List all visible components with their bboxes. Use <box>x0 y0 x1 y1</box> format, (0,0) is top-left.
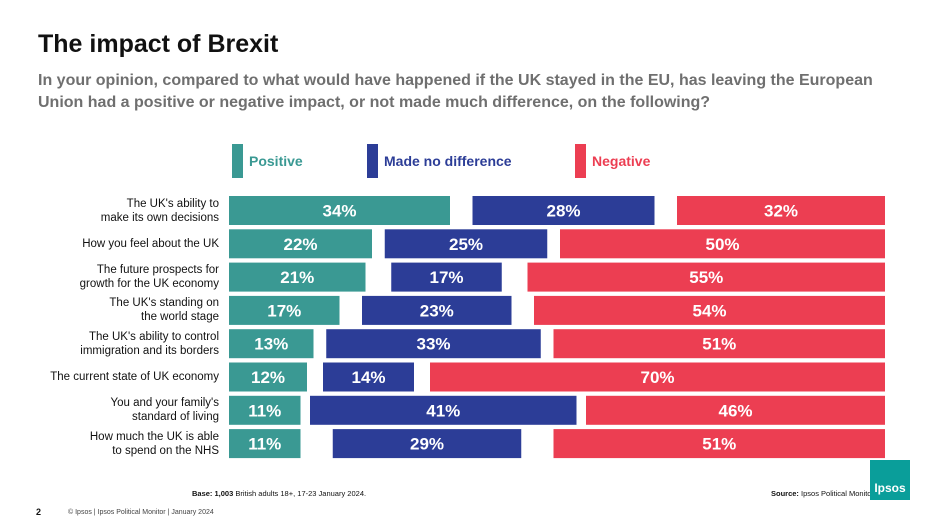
bar-positive <box>229 262 366 292</box>
data-label-no-difference: 41% <box>426 401 460 420</box>
bar-negative <box>430 362 885 392</box>
bar-positive <box>229 329 314 359</box>
bar-positive <box>229 429 301 459</box>
bar-negative <box>560 229 885 259</box>
bar-no-difference <box>472 196 655 225</box>
data-label-no-difference: 23% <box>420 301 454 320</box>
data-label-negative: 51% <box>702 435 736 454</box>
category-label: The UK's ability to make its own decisio… <box>100 197 219 224</box>
data-label-positive: 11% <box>248 435 281 454</box>
page-number: 2 <box>36 507 42 517</box>
copyright: © Ipsos | Ipsos Political Monitor | Janu… <box>68 509 214 516</box>
data-label-negative: 54% <box>692 301 726 320</box>
base-note-bold: Base: 1,003 <box>192 489 234 498</box>
bar-no-difference <box>362 295 512 325</box>
base-note-text: British adults 18+, 17-23 January 2024. <box>233 489 367 498</box>
data-label-no-difference: 14% <box>351 368 385 387</box>
bar-no-difference <box>391 262 502 292</box>
data-label-negative: 32% <box>764 202 798 221</box>
source-note-text: Ipsos Political Monitor <box>798 489 874 498</box>
data-label-negative: 50% <box>705 235 739 254</box>
bar-negative <box>553 329 885 359</box>
data-label-positive: 22% <box>283 235 317 254</box>
bar-positive <box>229 295 340 325</box>
source-note: Source: Ipsos Political Monitor <box>771 489 874 498</box>
question-subtitle: In your opinion, compared to what would … <box>38 72 873 111</box>
bar-negative <box>527 262 885 292</box>
category-label: The UK's standing on the world stage <box>109 297 219 324</box>
data-label-positive: 34% <box>322 202 356 221</box>
category-label: The current state of UK economy <box>50 371 219 383</box>
bar-negative <box>553 429 885 459</box>
data-label-no-difference: 17% <box>429 268 463 287</box>
data-label-no-difference: 25% <box>449 235 483 254</box>
legend-no-difference-label: Made no difference <box>384 153 512 169</box>
legend-negative: Negative <box>575 144 650 178</box>
legend-negative-label: Negative <box>592 153 651 169</box>
data-label-negative: 46% <box>718 401 752 420</box>
page-title: The impact of Brexit <box>38 30 279 58</box>
legend-positive-label: Positive <box>249 153 303 169</box>
bar-no-difference <box>323 362 414 392</box>
bar-no-difference <box>326 329 541 359</box>
category-label: The future prospects for growth for the … <box>79 264 219 291</box>
data-label-negative: 70% <box>640 368 674 387</box>
bar-negative <box>677 196 885 225</box>
bar-no-difference <box>310 395 577 425</box>
legend-positive-swatch <box>232 144 243 178</box>
bar-no-difference <box>332 429 522 459</box>
bar-positive <box>229 196 450 225</box>
category-label: How much the UK is able to spend on the … <box>89 430 219 457</box>
data-label-positive: 17% <box>267 301 301 320</box>
bar-negative <box>534 295 885 325</box>
legend-negative-swatch <box>575 144 586 178</box>
logo-text: Ipsos <box>874 481 906 495</box>
data-label-positive: 12% <box>251 368 285 387</box>
legend-no-difference-swatch <box>367 144 378 178</box>
data-label-negative: 51% <box>702 335 736 354</box>
bar-positive <box>229 229 372 259</box>
category-label: The UK's ability to control immigration … <box>80 330 219 357</box>
base-note: Base: 1,003 British adults 18+, 17-23 Ja… <box>192 489 366 498</box>
data-label-no-difference: 33% <box>416 335 450 354</box>
ipsos-logo: Ipsos <box>870 460 910 500</box>
data-label-positive: 11% <box>248 401 281 420</box>
bar-no-difference <box>384 229 548 259</box>
data-label-negative: 55% <box>689 268 723 287</box>
data-label-no-difference: 29% <box>410 435 444 454</box>
data-label-positive: 21% <box>280 268 314 287</box>
data-label-positive: 13% <box>254 335 288 354</box>
data-label-no-difference: 28% <box>546 202 580 221</box>
bar-positive <box>229 395 301 425</box>
category-label: How you feel about the UK <box>82 237 219 250</box>
bar-positive <box>229 362 307 392</box>
source-note-bold: Source: <box>771 489 799 498</box>
bar-negative <box>586 395 885 425</box>
legend-positive: Positive <box>232 144 303 178</box>
category-label: You and your family's standard of living <box>110 397 219 424</box>
legend-no-difference: Made no difference <box>367 144 512 178</box>
